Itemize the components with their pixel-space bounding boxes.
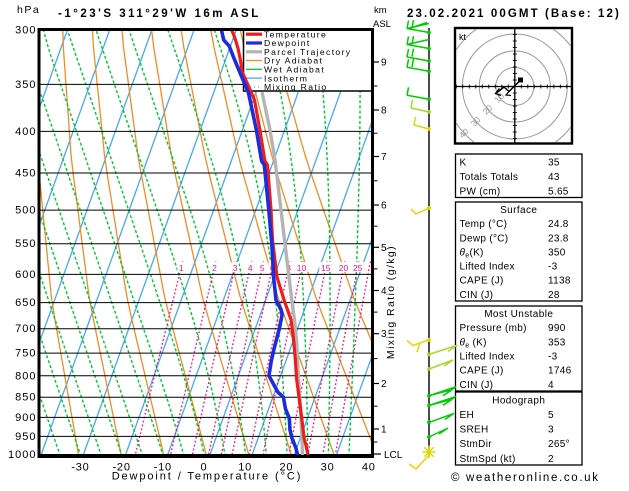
svg-text:LCL: LCL (384, 450, 403, 461)
svg-text:Lifted Index: Lifted Index (460, 352, 515, 363)
svg-text:300: 300 (15, 25, 36, 37)
svg-text:2: 2 (212, 263, 217, 273)
svg-text:Dewpoint: Dewpoint (264, 38, 311, 48)
svg-text:7: 7 (381, 152, 387, 163)
svg-text:ASL: ASL (373, 19, 391, 30)
svg-text:23.8: 23.8 (548, 233, 569, 244)
svg-text:5: 5 (260, 263, 265, 273)
svg-text:CAPE (J): CAPE (J) (460, 276, 504, 287)
svg-text:3: 3 (381, 329, 387, 340)
svg-text:6: 6 (381, 201, 387, 212)
svg-text:Mixing Ratio: Mixing Ratio (264, 82, 327, 92)
svg-text:0: 0 (201, 462, 208, 474)
svg-text:-10: -10 (154, 462, 172, 474)
svg-text:5: 5 (548, 410, 554, 421)
svg-text:Most Unstable: Most Unstable (484, 309, 553, 320)
svg-text:Temperature: Temperature (264, 29, 327, 39)
svg-text:30: 30 (321, 462, 335, 474)
svg-text:EH: EH (460, 410, 475, 421)
svg-text:650: 650 (15, 297, 36, 309)
svg-text:Isotherm: Isotherm (264, 73, 308, 83)
svg-text:Surface: Surface (500, 205, 537, 216)
svg-text:1746: 1746 (548, 366, 572, 377)
svg-text:θe (K): θe (K) (460, 337, 487, 349)
svg-text:StmSpd (kt): StmSpd (kt) (460, 454, 516, 465)
svg-text:850: 850 (15, 392, 36, 404)
svg-text:4: 4 (548, 380, 554, 391)
svg-text:400: 400 (15, 126, 36, 138)
svg-text:Hodograph: Hodograph (492, 395, 545, 406)
svg-text:-1°23'S 311°29'W 16m ASL: -1°23'S 311°29'W 16m ASL (58, 8, 261, 20)
svg-text:CAPE (J): CAPE (J) (460, 366, 504, 377)
svg-text:1: 1 (179, 263, 184, 273)
svg-text:Mixing Ratio (g/kg): Mixing Ratio (g/kg) (385, 245, 397, 359)
svg-text:950: 950 (15, 431, 36, 443)
svg-text:20: 20 (339, 263, 349, 273)
svg-text:500: 500 (15, 205, 36, 217)
svg-text:kt: kt (459, 32, 467, 42)
svg-text:Dewp (°C): Dewp (°C) (460, 233, 509, 244)
svg-text:23.02.2021 00GMT (Base: 12): 23.02.2021 00GMT (Base: 12) (407, 8, 621, 20)
svg-text:990: 990 (548, 323, 566, 334)
svg-text:800: 800 (15, 370, 36, 382)
svg-text:28: 28 (548, 290, 560, 301)
svg-text:900: 900 (15, 412, 36, 424)
svg-text:265°: 265° (548, 439, 570, 450)
svg-text:9: 9 (381, 58, 387, 69)
svg-text:700: 700 (15, 323, 36, 335)
svg-text:4: 4 (381, 286, 387, 297)
svg-text:Dry Adiabat: Dry Adiabat (264, 56, 323, 66)
svg-text:353: 353 (548, 337, 566, 348)
svg-text:2: 2 (548, 454, 554, 465)
svg-text:20: 20 (279, 462, 293, 474)
svg-text:350: 350 (548, 248, 566, 259)
svg-text:Temp (°C): Temp (°C) (460, 219, 508, 230)
svg-text:350: 350 (15, 79, 36, 91)
svg-text:24.8: 24.8 (548, 219, 569, 230)
svg-text:Parcel Trajectory: Parcel Trajectory (264, 47, 351, 57)
svg-text:km: km (374, 5, 387, 16)
svg-text:1138: 1138 (548, 276, 571, 287)
svg-text:SREH: SREH (460, 425, 489, 436)
svg-text:θe(K): θe(K) (460, 248, 484, 260)
svg-text:Wet Adiabat: Wet Adiabat (264, 65, 325, 75)
svg-text:CIN (J): CIN (J) (460, 380, 494, 391)
svg-text:43: 43 (548, 172, 560, 183)
svg-text:3: 3 (548, 425, 554, 436)
svg-text:Dewpoint / Temperature (°C): Dewpoint / Temperature (°C) (112, 471, 303, 483)
svg-text:hPa: hPa (17, 4, 40, 16)
svg-text:-30: -30 (71, 462, 89, 474)
svg-text:5.65: 5.65 (548, 186, 569, 197)
svg-text:40: 40 (362, 462, 376, 474)
svg-text:StmDir: StmDir (460, 439, 493, 450)
svg-text:K: K (460, 157, 467, 168)
svg-text:© weatheronline.co.uk: © weatheronline.co.uk (451, 472, 600, 484)
svg-text:15: 15 (321, 263, 331, 273)
svg-text:25: 25 (353, 263, 363, 273)
svg-text:750: 750 (15, 348, 36, 360)
svg-text:4: 4 (248, 263, 253, 273)
svg-text:PW (cm): PW (cm) (460, 186, 501, 197)
svg-text:10: 10 (297, 263, 307, 273)
svg-text:Totals Totals: Totals Totals (460, 172, 519, 183)
svg-text:450: 450 (15, 168, 36, 180)
svg-text:2: 2 (381, 379, 387, 390)
svg-text:Lifted Index: Lifted Index (460, 262, 515, 273)
svg-text:-3: -3 (548, 262, 558, 273)
svg-text:5: 5 (381, 243, 387, 254)
svg-text:1: 1 (381, 425, 387, 436)
svg-text:8: 8 (381, 106, 387, 117)
svg-text:-3: -3 (548, 352, 558, 363)
svg-text:3: 3 (233, 263, 238, 273)
svg-text:Pressure (mb): Pressure (mb) (460, 323, 527, 334)
svg-text:35: 35 (548, 157, 560, 168)
svg-text:1000: 1000 (8, 449, 36, 461)
svg-text:-20: -20 (112, 462, 130, 474)
svg-text:CIN (J): CIN (J) (460, 290, 494, 301)
svg-text:600: 600 (15, 269, 36, 281)
svg-text:550: 550 (15, 238, 36, 250)
svg-text:10: 10 (238, 462, 252, 474)
